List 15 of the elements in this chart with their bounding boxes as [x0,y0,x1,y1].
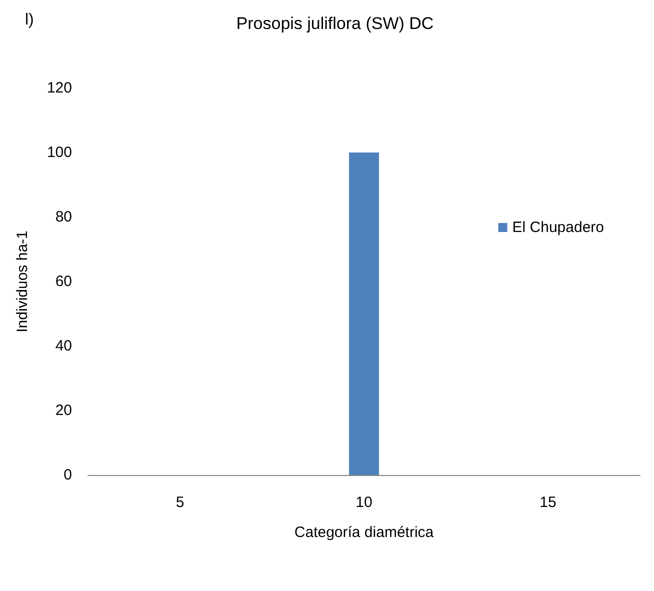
legend-label: El Chupadero [512,219,604,236]
y-tick-label: 20 [55,402,72,419]
y-tick-label: 40 [55,338,72,354]
x-axis-title: Categoría diamétrica [294,524,434,541]
y-axis-title: Individuos ha-1 [14,230,31,332]
y-tick-label: 80 [55,208,72,226]
x-tick-label: 15 [540,494,556,511]
y-tick-label: 120 [46,80,72,96]
y-tick-label: 60 [55,273,72,290]
y-tick-label: 0 [64,466,72,484]
x-tick-label: 5 [176,494,184,511]
y-tick-label: 100 [46,144,72,161]
x-tick-label: 10 [356,494,372,511]
text: l) [25,12,34,28]
chart-title: Prosopis juliflora (SW) DC [236,14,434,33]
